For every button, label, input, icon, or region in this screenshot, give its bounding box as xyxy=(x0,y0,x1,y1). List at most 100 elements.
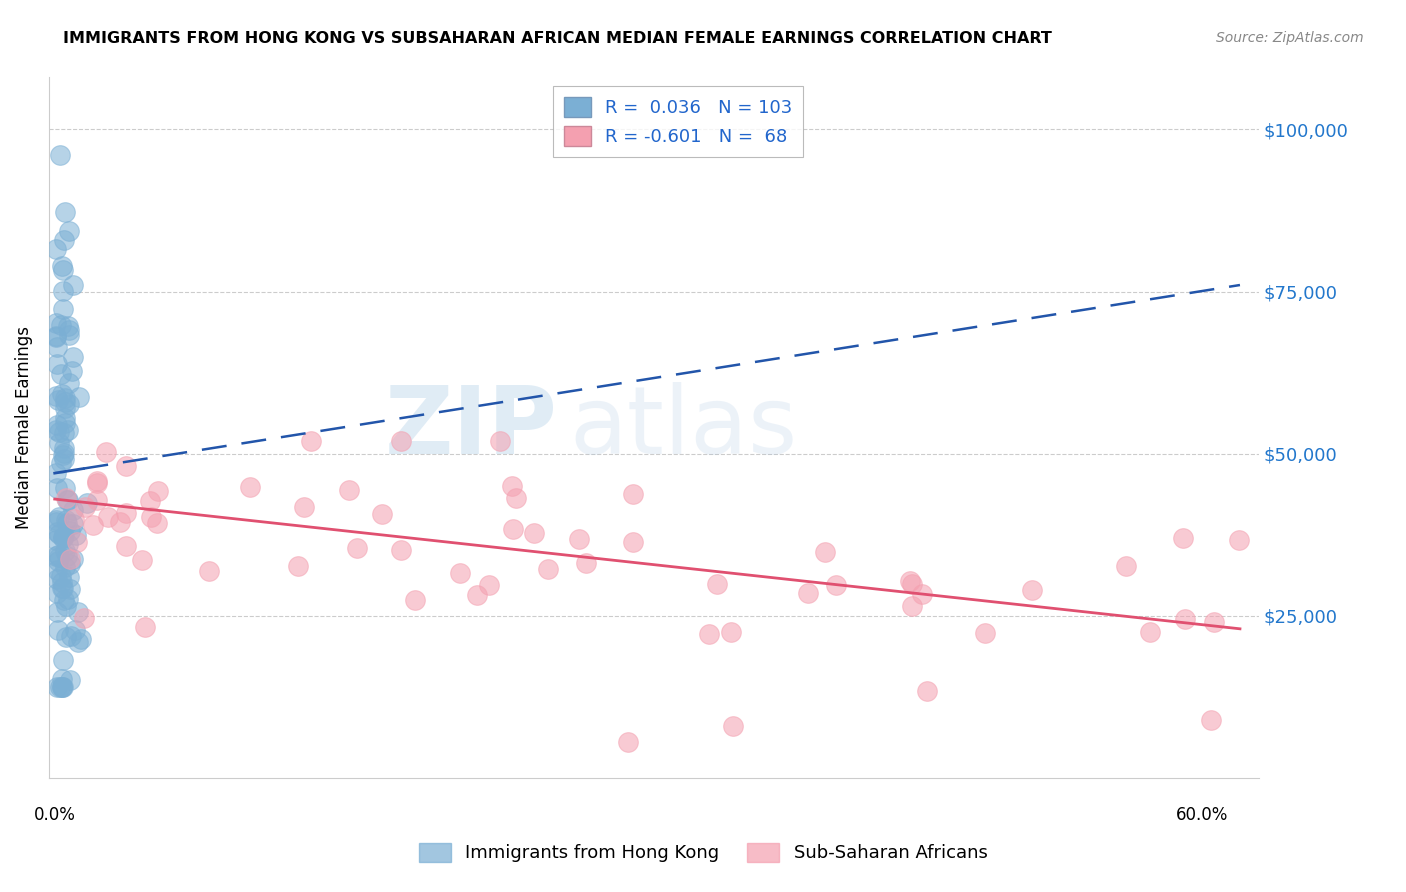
Point xyxy=(45,328,67,343)
Point xyxy=(299,434,322,448)
Point xyxy=(51,581,73,595)
Point xyxy=(53,451,76,466)
Point xyxy=(197,564,219,578)
Point xyxy=(46,548,69,562)
Point xyxy=(58,569,80,583)
Point xyxy=(465,588,488,602)
Point xyxy=(53,410,76,425)
Point xyxy=(53,529,76,543)
Point xyxy=(1174,612,1197,626)
Point xyxy=(796,586,818,600)
Point xyxy=(449,566,471,580)
Point xyxy=(58,397,80,411)
Point xyxy=(46,563,69,577)
Text: Source: ZipAtlas.com: Source: ZipAtlas.com xyxy=(1216,31,1364,45)
Point xyxy=(56,549,79,563)
Point xyxy=(1115,559,1137,574)
Point xyxy=(65,528,87,542)
Point xyxy=(59,558,82,572)
Point xyxy=(59,582,82,597)
Point xyxy=(617,735,640,749)
Point xyxy=(53,544,76,558)
Legend: R =  0.036   N = 103, R = -0.601   N =  68: R = 0.036 N = 103, R = -0.601 N = 68 xyxy=(553,87,803,157)
Point xyxy=(48,680,70,694)
Point xyxy=(45,389,67,403)
Point xyxy=(70,632,93,646)
Point xyxy=(52,653,75,667)
Point xyxy=(110,515,132,529)
Point xyxy=(86,492,108,507)
Point xyxy=(48,550,70,565)
Point xyxy=(51,530,73,544)
Legend: Immigrants from Hong Kong, Sub-Saharan Africans: Immigrants from Hong Kong, Sub-Saharan A… xyxy=(412,836,994,870)
Point xyxy=(75,500,97,515)
Point xyxy=(56,592,79,607)
Point xyxy=(45,340,67,354)
Point xyxy=(46,623,69,637)
Y-axis label: Median Female Earnings: Median Female Earnings xyxy=(15,326,32,529)
Point xyxy=(523,526,546,541)
Point xyxy=(478,578,501,592)
Point xyxy=(502,521,524,535)
Point xyxy=(53,205,76,219)
Point xyxy=(56,537,79,551)
Point xyxy=(86,475,108,490)
Point xyxy=(52,680,75,694)
Point xyxy=(49,148,72,162)
Point xyxy=(66,605,89,619)
Point xyxy=(621,535,644,549)
Point xyxy=(45,573,67,587)
Point xyxy=(58,423,80,437)
Point xyxy=(46,481,69,495)
Point xyxy=(53,233,76,247)
Point xyxy=(58,322,80,336)
Point xyxy=(115,458,138,473)
Point xyxy=(901,599,924,613)
Point xyxy=(60,364,83,378)
Point xyxy=(53,559,76,574)
Point xyxy=(1204,615,1226,629)
Point xyxy=(1201,713,1223,727)
Point xyxy=(45,243,67,257)
Point xyxy=(139,510,162,524)
Point xyxy=(723,719,745,733)
Point xyxy=(346,541,368,555)
Point xyxy=(53,593,76,607)
Point xyxy=(51,680,73,694)
Point xyxy=(917,683,939,698)
Point xyxy=(46,392,69,407)
Point xyxy=(62,503,84,517)
Point xyxy=(55,516,77,531)
Point xyxy=(97,509,120,524)
Point xyxy=(697,626,720,640)
Point xyxy=(389,543,412,558)
Point xyxy=(53,401,76,415)
Point xyxy=(53,395,76,409)
Point xyxy=(55,513,77,527)
Point xyxy=(46,554,69,568)
Point xyxy=(56,493,79,508)
Point xyxy=(488,434,510,448)
Point xyxy=(1171,531,1194,545)
Text: 60.0%: 60.0% xyxy=(1175,806,1227,824)
Point xyxy=(537,562,560,576)
Point xyxy=(901,576,924,591)
Point xyxy=(45,316,67,330)
Point xyxy=(825,578,848,592)
Point xyxy=(813,544,835,558)
Point xyxy=(45,466,67,480)
Point xyxy=(45,357,67,371)
Point xyxy=(575,557,598,571)
Point xyxy=(404,592,426,607)
Point xyxy=(53,391,76,405)
Point xyxy=(53,481,76,495)
Point xyxy=(45,533,67,548)
Point xyxy=(46,586,69,600)
Point xyxy=(63,623,86,637)
Point xyxy=(337,483,360,497)
Point xyxy=(52,581,75,595)
Point xyxy=(49,456,72,470)
Point xyxy=(62,350,84,364)
Point xyxy=(52,262,75,277)
Point xyxy=(59,552,82,566)
